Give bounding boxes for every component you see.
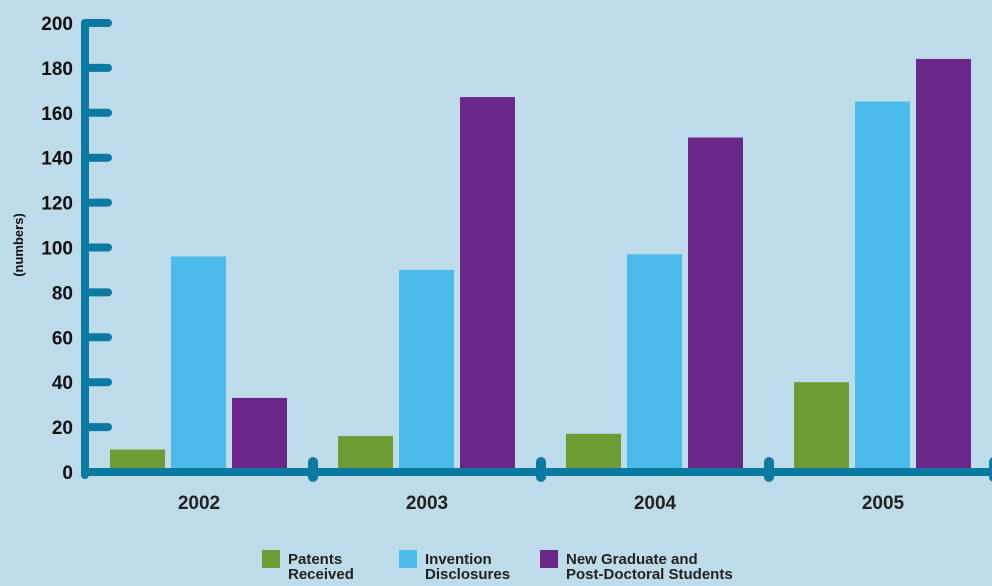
bars-group xyxy=(110,58,971,473)
legend-swatch xyxy=(262,550,280,568)
bar-2004-2 xyxy=(627,254,682,472)
legend-label: Disclosures xyxy=(425,566,510,583)
bar-2003-3 xyxy=(460,97,515,473)
y-tick-label: 0 xyxy=(62,463,73,484)
legend-label: Received xyxy=(288,566,354,583)
x-category-label: 2003 xyxy=(406,493,448,514)
y-tick-label: 120 xyxy=(41,194,73,215)
bar-2005-1 xyxy=(794,382,849,472)
legend-label: Patents xyxy=(288,551,342,568)
y-tick-label: 180 xyxy=(41,59,73,80)
x-category-labels: 2002 2003 2004 2005 xyxy=(178,493,905,514)
bar-2005-2 xyxy=(855,101,910,472)
bar-2003-1 xyxy=(338,436,393,472)
axes-group xyxy=(81,19,992,482)
y-tick-label: 60 xyxy=(52,328,73,349)
y-tick-label: 20 xyxy=(52,418,73,439)
bar-2002-2 xyxy=(171,256,226,472)
y-tick-label: 80 xyxy=(52,283,73,304)
x-category-label: 2004 xyxy=(634,493,677,514)
y-tick-label: 140 xyxy=(41,149,73,170)
y-tick-labels: 0 20 40 60 80 100 120 140 160 180 200 xyxy=(41,14,73,484)
legend-label: Invention xyxy=(425,551,492,568)
legend-swatch xyxy=(540,550,558,568)
x-category-label: 2002 xyxy=(178,493,220,514)
bar-2003-2 xyxy=(399,269,454,472)
legend-label: New Graduate and xyxy=(566,551,698,568)
y-axis-label: (numbers) xyxy=(11,213,26,277)
bar-2004-3 xyxy=(688,137,743,472)
y-tick-label: 40 xyxy=(52,373,73,394)
legend-label: Post-Doctoral Students xyxy=(566,566,733,583)
bar-2002-1 xyxy=(110,449,165,472)
x-category-label: 2005 xyxy=(862,493,905,514)
y-tick-label: 160 xyxy=(41,104,73,125)
y-tick-label: 200 xyxy=(41,14,73,35)
bar-2005-3 xyxy=(916,58,971,473)
y-tick-label: 100 xyxy=(41,239,73,260)
bar-2002-3 xyxy=(232,397,287,472)
legend-swatch xyxy=(399,550,417,568)
bar-2004-1 xyxy=(566,433,621,472)
